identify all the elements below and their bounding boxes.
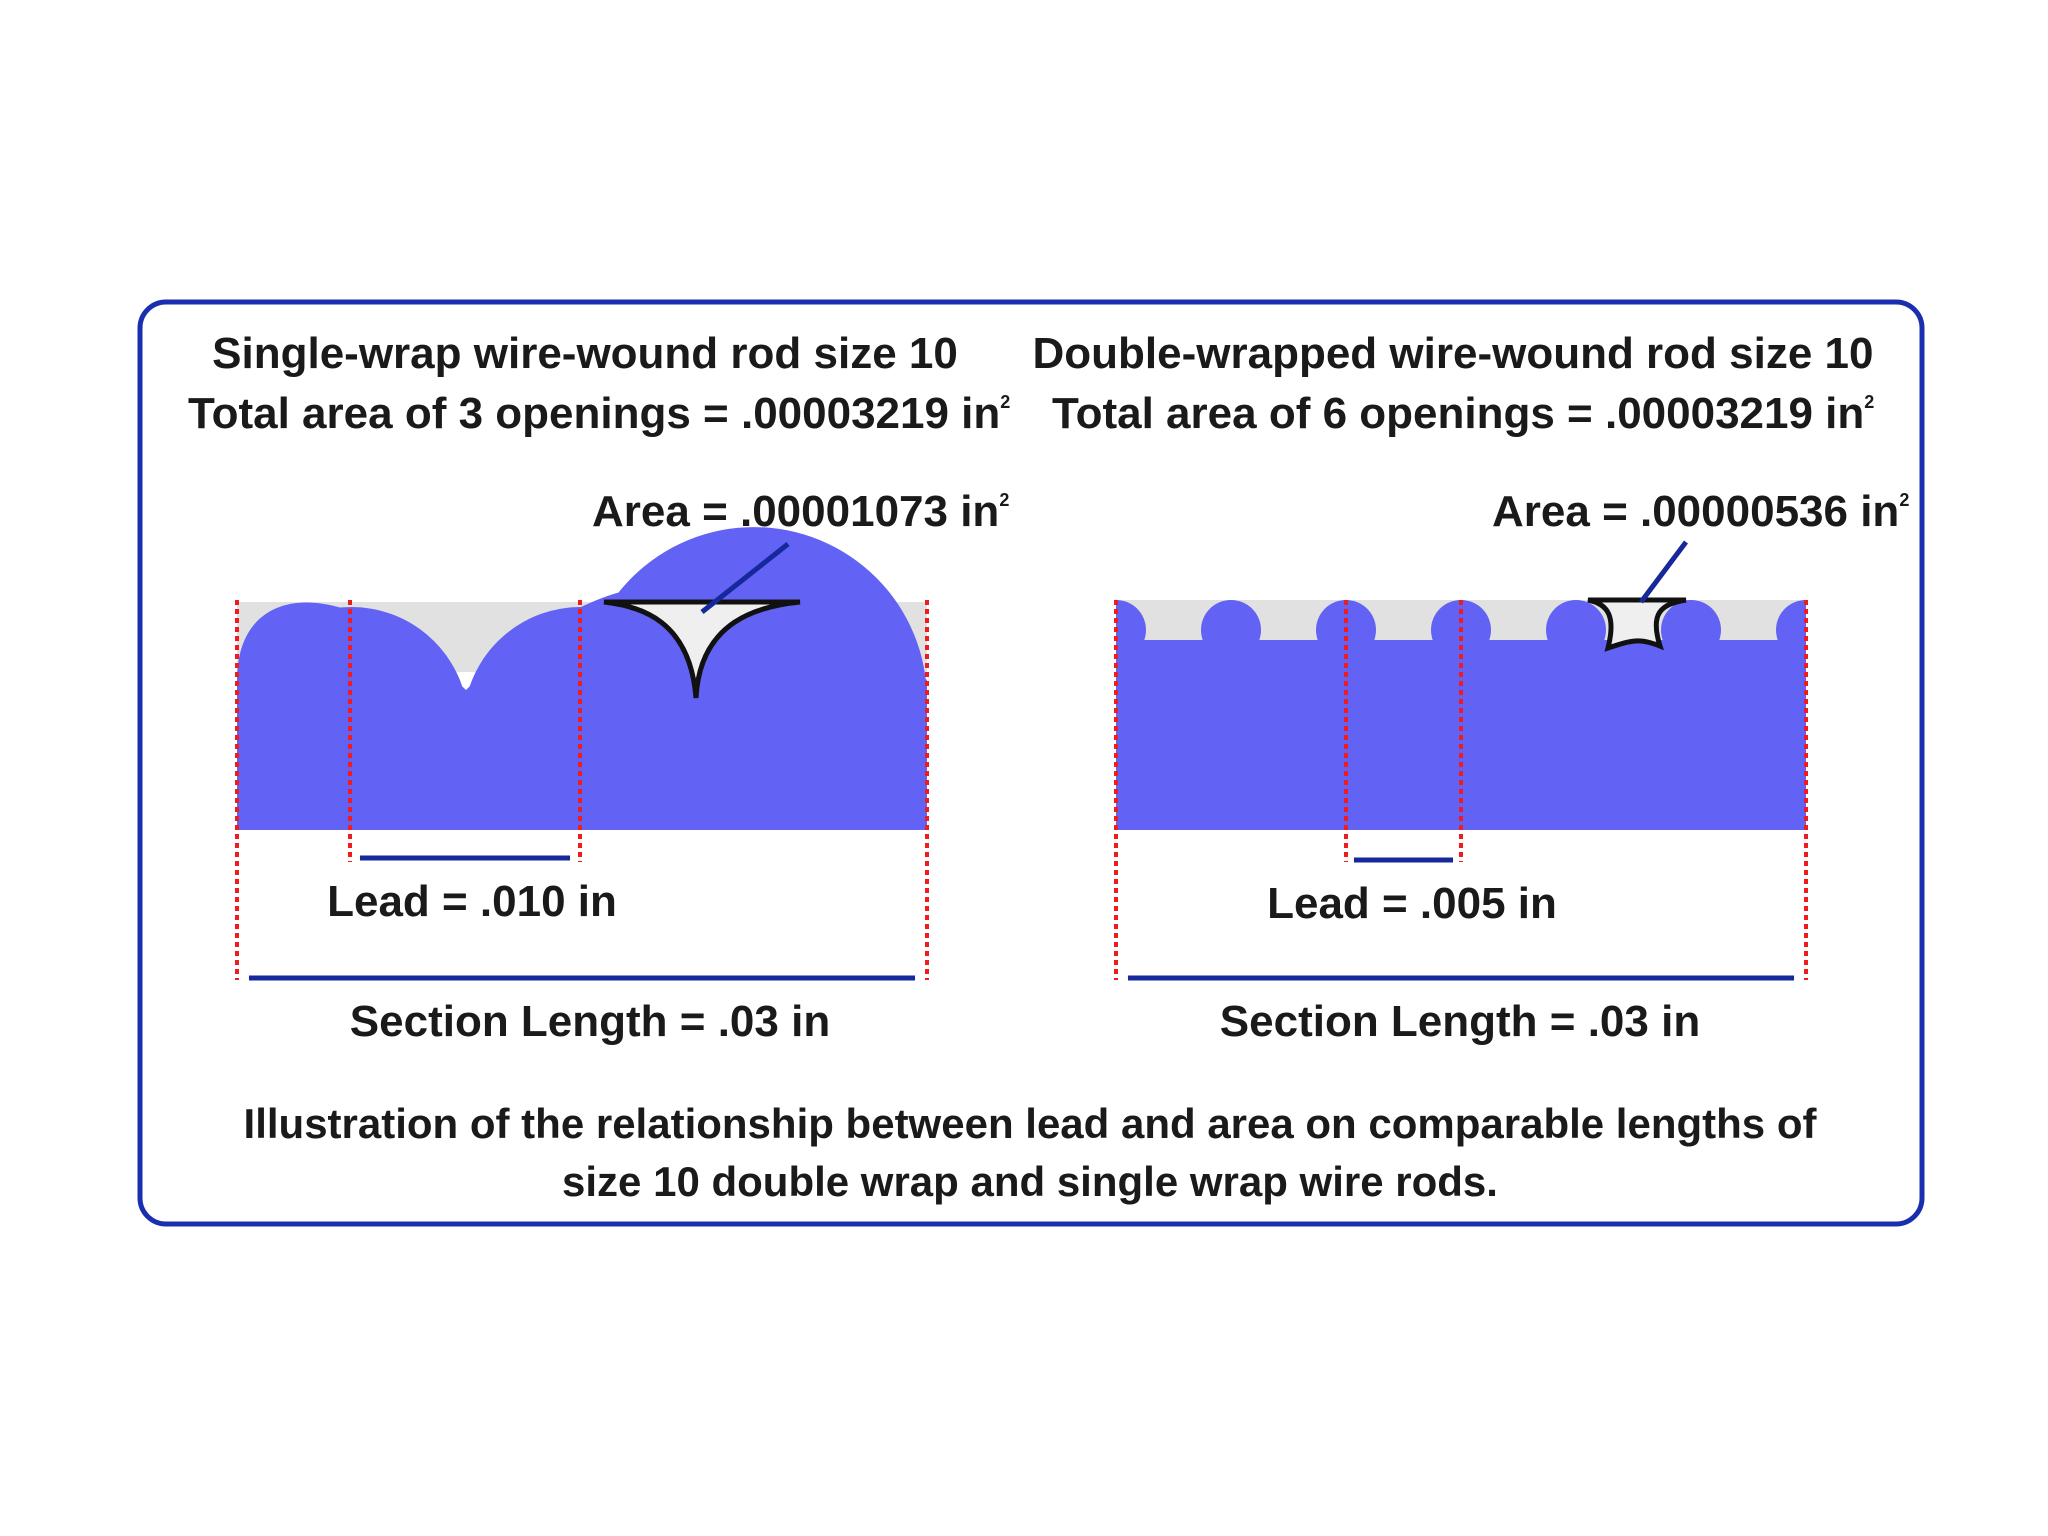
right-highlighted-opening	[1587, 597, 1687, 652]
right-wire-coil	[1546, 600, 1606, 660]
caption-line-1: Illustration of the relationship between…	[244, 1100, 1818, 1147]
caption-line-2: size 10 double wrap and single wrap wire…	[562, 1158, 1498, 1205]
right-panel: Double-wrapped wire-wound rod size 10 To…	[1033, 329, 1910, 1046]
left-total-area: Total area of 3 openings = .00003219 in2	[188, 389, 1010, 438]
right-top-mask-left	[1070, 560, 1116, 840]
right-lead-label: Lead = .005 in	[1267, 879, 1557, 928]
left-lead-label: Lead = .010 in	[327, 877, 617, 926]
left-wire-body	[237, 690, 927, 830]
right-top-mask-right	[1806, 560, 1852, 840]
left-panel: Single-wrap wire-wound rod size 10 Total…	[188, 329, 1010, 1046]
right-total-area: Total area of 6 openings = .00003219 in2	[1052, 389, 1874, 438]
right-area-pointer	[1639, 540, 1688, 604]
left-highlighted-opening	[603, 599, 801, 699]
right-wire-coil	[1661, 600, 1721, 660]
right-opening-area: Area = .00000536 in2	[1492, 487, 1909, 536]
right-wire-coil	[1201, 600, 1261, 660]
diagram-border	[137, 299, 1925, 1227]
left-opening-area: Area = .00001073 in2	[592, 487, 1009, 536]
right-section-label: Section Length = .03 in	[1220, 997, 1700, 1046]
left-section-label: Section Length = .03 in	[350, 997, 830, 1046]
right-title: Double-wrapped wire-wound rod size 10	[1033, 329, 1874, 378]
left-area-pointer	[700, 542, 790, 614]
left-title: Single-wrap wire-wound rod size 10	[212, 329, 958, 378]
